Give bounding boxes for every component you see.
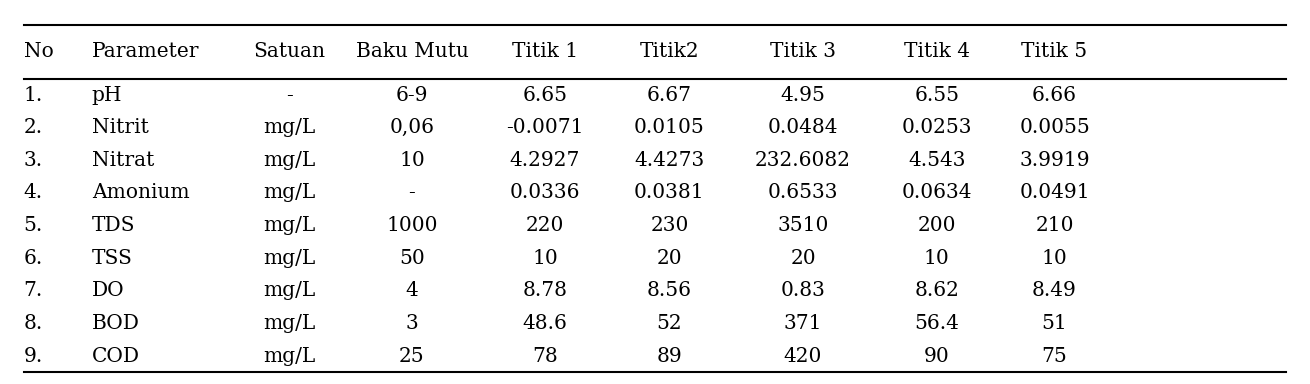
- Text: 8.62: 8.62: [914, 281, 959, 300]
- Text: 4.4273: 4.4273: [634, 151, 705, 170]
- Text: mg/L: mg/L: [263, 216, 316, 235]
- Text: 52: 52: [656, 314, 683, 333]
- Text: 4.543: 4.543: [908, 151, 965, 170]
- Text: 3.: 3.: [24, 151, 43, 170]
- Text: 0.0634: 0.0634: [901, 184, 972, 202]
- Text: 0.0253: 0.0253: [901, 118, 972, 137]
- Text: 10: 10: [400, 151, 424, 170]
- Text: 6.55: 6.55: [914, 86, 959, 104]
- Text: 8.49: 8.49: [1032, 281, 1077, 300]
- Text: 6-9: 6-9: [396, 86, 428, 104]
- Text: 0,06: 0,06: [389, 118, 435, 137]
- Text: 8.56: 8.56: [647, 281, 692, 300]
- Text: mg/L: mg/L: [263, 249, 316, 268]
- Text: mg/L: mg/L: [263, 314, 316, 333]
- Text: 75: 75: [1041, 347, 1068, 366]
- Text: 3.9919: 3.9919: [1019, 151, 1090, 170]
- Text: 1.: 1.: [24, 86, 43, 104]
- Text: No: No: [24, 42, 54, 61]
- Text: 220: 220: [525, 216, 565, 235]
- Text: 1000: 1000: [386, 216, 438, 235]
- Text: 10: 10: [532, 249, 558, 268]
- Text: 50: 50: [400, 249, 424, 268]
- Text: Titik 5: Titik 5: [1022, 42, 1087, 61]
- Text: Titik 3: Titik 3: [770, 42, 836, 61]
- Text: 6.65: 6.65: [523, 86, 567, 104]
- Text: 51: 51: [1041, 314, 1068, 333]
- Text: 232.6082: 232.6082: [755, 151, 852, 170]
- Text: 8.78: 8.78: [523, 281, 567, 300]
- Text: Titik 1: Titik 1: [512, 42, 578, 61]
- Text: 210: 210: [1035, 216, 1074, 235]
- Text: 230: 230: [650, 216, 689, 235]
- Text: 420: 420: [783, 347, 823, 366]
- Text: 10: 10: [924, 249, 950, 268]
- Text: 0.0491: 0.0491: [1019, 184, 1090, 202]
- Text: Titik2: Titik2: [639, 42, 700, 61]
- Text: 0.0484: 0.0484: [768, 118, 838, 137]
- Text: 3510: 3510: [777, 216, 829, 235]
- Text: 90: 90: [924, 347, 950, 366]
- Text: 0.0381: 0.0381: [634, 184, 705, 202]
- Text: 56.4: 56.4: [914, 314, 959, 333]
- Text: -0.0071: -0.0071: [506, 118, 584, 137]
- Text: 7.: 7.: [24, 281, 43, 300]
- Text: Baku Mutu: Baku Mutu: [355, 42, 469, 61]
- Text: -: -: [409, 184, 415, 202]
- Text: mg/L: mg/L: [263, 281, 316, 300]
- Text: Satuan: Satuan: [254, 42, 325, 61]
- Text: pH: pH: [92, 86, 122, 104]
- Text: 4.95: 4.95: [781, 86, 825, 104]
- Text: mg/L: mg/L: [263, 184, 316, 202]
- Text: 2.: 2.: [24, 118, 43, 137]
- Text: mg/L: mg/L: [263, 151, 316, 170]
- Text: Titik 4: Titik 4: [904, 42, 969, 61]
- Text: TDS: TDS: [92, 216, 135, 235]
- Text: mg/L: mg/L: [263, 347, 316, 366]
- Text: BOD: BOD: [92, 314, 140, 333]
- Text: Amonium: Amonium: [92, 184, 190, 202]
- Text: 9.: 9.: [24, 347, 43, 366]
- Text: Parameter: Parameter: [92, 42, 199, 61]
- Text: Nitrat: Nitrat: [92, 151, 155, 170]
- Text: 3: 3: [406, 314, 418, 333]
- Text: 6.67: 6.67: [647, 86, 692, 104]
- Text: 10: 10: [1041, 249, 1068, 268]
- Text: 0.83: 0.83: [781, 281, 825, 300]
- Text: 5.: 5.: [24, 216, 43, 235]
- Text: 0.0336: 0.0336: [510, 184, 580, 202]
- Text: 0.6533: 0.6533: [768, 184, 838, 202]
- Text: 25: 25: [400, 347, 424, 366]
- Text: -: -: [286, 86, 293, 104]
- Text: Nitrit: Nitrit: [92, 118, 148, 137]
- Text: COD: COD: [92, 347, 140, 366]
- Text: 4: 4: [406, 281, 418, 300]
- Text: 6.66: 6.66: [1032, 86, 1077, 104]
- Text: 8.: 8.: [24, 314, 43, 333]
- Text: 200: 200: [917, 216, 956, 235]
- Text: DO: DO: [92, 281, 124, 300]
- Text: 4.2927: 4.2927: [510, 151, 580, 170]
- Text: 48.6: 48.6: [523, 314, 567, 333]
- Text: 78: 78: [532, 347, 558, 366]
- Text: 371: 371: [783, 314, 823, 333]
- Text: 4.: 4.: [24, 184, 43, 202]
- Text: TSS: TSS: [92, 249, 132, 268]
- Text: mg/L: mg/L: [263, 118, 316, 137]
- Text: 6.: 6.: [24, 249, 43, 268]
- Text: 89: 89: [656, 347, 683, 366]
- Text: 0.0105: 0.0105: [634, 118, 705, 137]
- Text: 0.0055: 0.0055: [1019, 118, 1090, 137]
- Text: 20: 20: [656, 249, 683, 268]
- Text: 20: 20: [790, 249, 816, 268]
